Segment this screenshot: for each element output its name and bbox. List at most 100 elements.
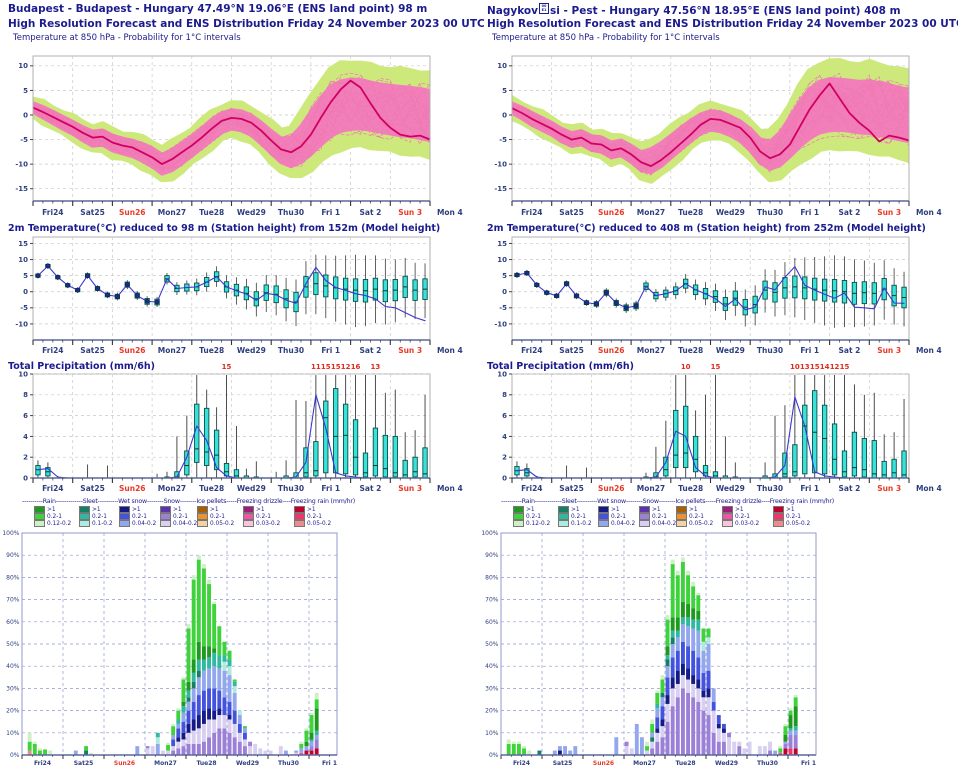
- legend-swatch: [598, 513, 609, 520]
- legend-swatch: [294, 513, 305, 520]
- ptype-bar-segment: [686, 617, 690, 627]
- ptype-bar-segment: [242, 726, 247, 729]
- axis-label: -10: [15, 320, 28, 328]
- axis-label: Thu30: [278, 346, 304, 355]
- ptype-bar-segment: [37, 748, 42, 751]
- legend-label: 0.05-0.2: [689, 520, 714, 527]
- legend-swatch: [558, 520, 569, 527]
- ptype-bar-segment: [227, 666, 232, 676]
- ptype-bar-segment: [196, 695, 201, 716]
- legend-label: 0.04-0.2: [132, 520, 157, 527]
- legend-swatch: [513, 506, 524, 513]
- ptype-bar-segment: [522, 748, 526, 755]
- ptype-bar-segment: [696, 630, 701, 658]
- axis-label: 4: [502, 433, 507, 441]
- ptype-bar-segment: [665, 655, 670, 660]
- ptype-bar-segment: [783, 726, 788, 736]
- legend-swatch: [119, 506, 130, 513]
- ptype-bar-segment: [212, 666, 217, 689]
- ptype-bar-segment: [207, 688, 211, 709]
- ptype-bar-segment: [660, 675, 665, 680]
- legend-swatch: [676, 513, 687, 520]
- legend-label: 0.2-1: [652, 513, 667, 520]
- ptype-bar-segment: [222, 670, 227, 698]
- plume-chart: 10 5 0 -5 -10 -15 Fri24 Sat25 Sun26 Mon27 Tue28 Wed…: [494, 55, 942, 217]
- axis-label: Mon 4: [916, 346, 942, 355]
- ptype-bar-segment: [686, 570, 690, 576]
- ptype-bar-segment: [196, 677, 201, 696]
- axis-label: Fri24: [34, 760, 51, 767]
- legend-swatch: [722, 520, 733, 527]
- ptype-bar-segment: [222, 715, 227, 729]
- axis-label: -5: [20, 304, 28, 312]
- ptype-bar-segment: [675, 575, 680, 618]
- axis-label: Fri 1: [800, 484, 819, 493]
- legend-label: 0.2-1: [526, 513, 541, 520]
- ptype-bar-segment: [665, 677, 670, 696]
- ptype-bar-segment: [207, 708, 211, 720]
- axis-label: 16: [351, 363, 361, 371]
- axis-label: Sun 3: [398, 484, 422, 493]
- legend-swatch: [676, 520, 687, 527]
- axis-label: 15: [18, 240, 28, 248]
- ptype-bar-segment: [237, 732, 242, 742]
- axis-label: 5: [502, 272, 507, 280]
- ptype-bar-segment: [32, 741, 37, 744]
- ptype-bar-segment: [686, 692, 690, 755]
- axis-label: Sun26: [598, 484, 625, 493]
- axis-label: Sat25: [559, 346, 584, 355]
- ptype-bar-segment: [212, 648, 217, 653]
- ptype-bar-segment: [191, 659, 196, 673]
- legend-label: 0.2-1: [210, 513, 225, 520]
- axis-label: Wed29: [237, 484, 266, 493]
- ptype-bar-segment: [160, 750, 165, 755]
- ptype-bar-segment: [201, 710, 206, 724]
- ptype-bar-segment: [660, 697, 665, 707]
- axis-label: -10: [15, 161, 28, 169]
- page-subtitle: High Resolution Forecast and ENS Distrib…: [487, 18, 958, 30]
- page-title-text: Budapest - Budapest - Hungary 47.49°N 19…: [8, 3, 428, 15]
- t2m-chart: 15 10 5 0 -5 -10 Fri24 Sat25 Sun26 Mon27 Tue28 Wed2…: [494, 236, 942, 355]
- axis-label: 70%: [6, 597, 20, 604]
- ptype-bar-segment: [614, 737, 619, 755]
- axis-label: Tue28: [678, 484, 703, 493]
- axis-label: Fri24: [42, 346, 63, 355]
- legend-swatch: [197, 513, 208, 520]
- axis-label: Mon 4: [437, 208, 463, 217]
- ptype-bar-segment: [670, 644, 675, 658]
- axis-label: Wed29: [236, 760, 259, 767]
- legend-label: 0.04-0.2: [652, 520, 677, 527]
- ptype-bar-segment: [186, 723, 191, 733]
- ptype-bar-segment: [171, 739, 176, 747]
- ptype-bar-segment: [788, 710, 793, 716]
- ptype-bar-segment: [186, 701, 191, 711]
- axis-label: Sat 2: [839, 346, 861, 355]
- ptype-bar-segment: [73, 750, 78, 755]
- ptype-bar-segment: [150, 746, 155, 755]
- ptype-bar-segment: [186, 628, 191, 682]
- ptype-bar-segment: [711, 701, 716, 711]
- axis-label: Sat 2: [360, 484, 382, 493]
- axis-label: Mon27: [637, 484, 665, 493]
- ptype-bar-segment: [706, 670, 711, 689]
- ptype-bar-segment: [196, 728, 201, 744]
- legend-swatch: [598, 520, 609, 527]
- ptype-bar-segment: [680, 641, 685, 664]
- ptype-bar-segment: [304, 728, 309, 731]
- axis-label: Sat 2: [360, 208, 382, 217]
- ptype-bar-segment: [655, 708, 660, 718]
- axis-label: -5: [20, 136, 28, 144]
- ptype-bar-segment: [237, 710, 242, 716]
- axis-label: 20%: [6, 708, 20, 715]
- ptype-bar-segment: [670, 688, 675, 707]
- ptype-bar-segment: [645, 746, 649, 751]
- ptype-bar-segment: [721, 732, 726, 742]
- ptype-bar-segment: [201, 568, 206, 647]
- axis-label: Fri 1: [321, 484, 340, 493]
- ptype-bar-segment: [242, 739, 247, 747]
- ptype-bar-segment: [563, 746, 567, 755]
- legend-swatch: [639, 520, 650, 527]
- axis-label: 80%: [485, 574, 499, 581]
- plume-chart: 10 5 0 -5 -10 -15 Fri24 Sat25 Sun26 Mon27 Tue28 Wed…: [15, 55, 463, 217]
- ptype-bar-segment: [314, 708, 319, 731]
